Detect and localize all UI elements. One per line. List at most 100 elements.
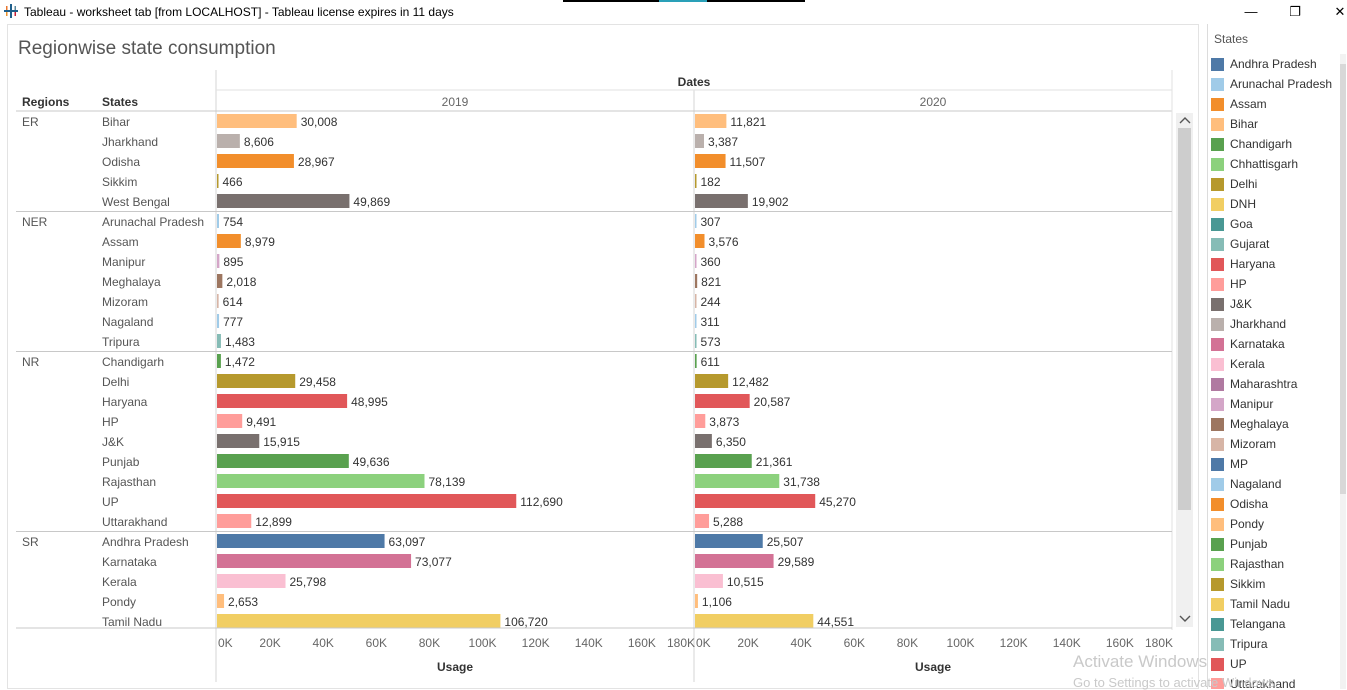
legend-item-j-k[interactable]: J&K: [1211, 296, 1347, 316]
bar-punjab-2020[interactable]: [695, 454, 752, 468]
bar-nagaland-2019[interactable]: [217, 314, 220, 328]
legend-item-assam[interactable]: Assam: [1211, 96, 1347, 116]
bar-bihar-2020[interactable]: [695, 114, 727, 128]
bar-tamil-nadu-2019[interactable]: [217, 614, 501, 628]
bar-assam-2019[interactable]: [217, 234, 241, 248]
bar-karnataka-2019[interactable]: [217, 554, 412, 568]
bar-haryana-2019[interactable]: [217, 394, 348, 408]
bar-tamil-nadu-2020[interactable]: [695, 614, 814, 628]
bar-tripura-2020[interactable]: [695, 334, 697, 348]
bar-andhra-pradesh-2020[interactable]: [695, 534, 763, 548]
bar-sikkim-2019[interactable]: [217, 174, 219, 188]
legend-swatch: [1211, 258, 1224, 271]
bar-manipur-2020[interactable]: [695, 254, 697, 268]
data-label-haryana-2019: 48,995: [351, 395, 388, 409]
legend-item-telangana[interactable]: Telangana: [1211, 616, 1347, 636]
bar-chandigarh-2020[interactable]: [695, 354, 697, 368]
bar-j-k-2020[interactable]: [695, 434, 712, 448]
bar-up-2019[interactable]: [217, 494, 517, 508]
legend-scrollbar[interactable]: [1338, 54, 1347, 689]
x-tick-2020-80k: 80K: [897, 636, 918, 650]
scroll-up-arrow-icon[interactable]: [1179, 117, 1191, 124]
bar-assam-2020[interactable]: [695, 234, 705, 248]
legend-item-jharkhand[interactable]: Jharkhand: [1211, 316, 1347, 336]
bar-jharkhand-2020[interactable]: [695, 134, 704, 148]
legend-item-bihar[interactable]: Bihar: [1211, 116, 1347, 136]
legend-item-mizoram[interactable]: Mizoram: [1211, 436, 1347, 456]
bar-andhra-pradesh-2019[interactable]: [217, 534, 385, 548]
bar-j-k-2019[interactable]: [217, 434, 260, 448]
bar-uttarakhand-2019[interactable]: [217, 514, 252, 528]
bar-kerala-2019[interactable]: [217, 574, 286, 588]
legend-item-chandigarh[interactable]: Chandigarh: [1211, 136, 1347, 156]
legend-item-andhra-pradesh[interactable]: Andhra Pradesh: [1211, 56, 1347, 76]
bar-tripura-2019[interactable]: [217, 334, 221, 348]
bar-mizoram-2020[interactable]: [695, 294, 697, 308]
data-label-odisha-2019: 28,967: [298, 155, 335, 169]
bar-hp-2020[interactable]: [695, 414, 706, 428]
bar-mizoram-2019[interactable]: [217, 294, 219, 308]
legend-item-chhattisgarh[interactable]: Chhattisgarh: [1211, 156, 1347, 176]
scrollbar-thumb[interactable]: [1178, 128, 1191, 510]
bar-delhi-2019[interactable]: [217, 374, 296, 388]
bar-west-bengal-2019[interactable]: [217, 194, 350, 208]
bar-west-bengal-2020[interactable]: [695, 194, 748, 208]
legend-item-uttarakhand[interactable]: Uttarakhand: [1211, 676, 1347, 689]
legend-label: Kerala: [1230, 357, 1265, 371]
legend-item-tamil-nadu[interactable]: Tamil Nadu: [1211, 596, 1347, 616]
bar-meghalaya-2019[interactable]: [217, 274, 223, 288]
legend-item-mp[interactable]: MP: [1211, 456, 1347, 476]
legend-item-kerala[interactable]: Kerala: [1211, 356, 1347, 376]
bar-punjab-2019[interactable]: [217, 454, 349, 468]
x-tick-2020-20k: 20K: [737, 636, 758, 650]
restore-button[interactable]: ❐: [1289, 4, 1301, 19]
legend-item-gujarat[interactable]: Gujarat: [1211, 236, 1347, 256]
bar-rajasthan-2019[interactable]: [217, 474, 425, 488]
legend-item-nagaland[interactable]: Nagaland: [1211, 476, 1347, 496]
bar-karnataka-2020[interactable]: [695, 554, 774, 568]
bar-hp-2019[interactable]: [217, 414, 243, 428]
bar-bihar-2019[interactable]: [217, 114, 297, 128]
legend-item-maharashtra[interactable]: Maharashtra: [1211, 376, 1347, 396]
bar-manipur-2019[interactable]: [217, 254, 220, 268]
legend-item-meghalaya[interactable]: Meghalaya: [1211, 416, 1347, 436]
legend-swatch: [1211, 438, 1224, 451]
legend-item-up[interactable]: UP: [1211, 656, 1347, 676]
legend-item-goa[interactable]: Goa: [1211, 216, 1347, 236]
legend-item-manipur[interactable]: Manipur: [1211, 396, 1347, 416]
bar-nagaland-2020[interactable]: [695, 314, 697, 328]
legend-item-dnh[interactable]: DNH: [1211, 196, 1347, 216]
bar-rajasthan-2020[interactable]: [695, 474, 780, 488]
bar-pondy-2020[interactable]: [695, 594, 698, 608]
legend-item-hp[interactable]: HP: [1211, 276, 1347, 296]
bar-up-2020[interactable]: [695, 494, 816, 508]
legend-item-tripura[interactable]: Tripura: [1211, 636, 1347, 656]
legend-item-pondy[interactable]: Pondy: [1211, 516, 1347, 536]
legend-item-karnataka[interactable]: Karnataka: [1211, 336, 1347, 356]
legend-item-haryana[interactable]: Haryana: [1211, 256, 1347, 276]
legend-item-delhi[interactable]: Delhi: [1211, 176, 1347, 196]
bar-delhi-2020[interactable]: [695, 374, 729, 388]
bar-haryana-2020[interactable]: [695, 394, 750, 408]
close-button[interactable]: ✕: [1334, 4, 1346, 19]
minimize-button[interactable]: —: [1244, 4, 1258, 19]
bar-chandigarh-2019[interactable]: [217, 354, 221, 368]
bar-jharkhand-2019[interactable]: [217, 134, 240, 148]
bar-sikkim-2020[interactable]: [695, 174, 697, 188]
scroll-down-arrow-icon[interactable]: [1179, 615, 1191, 622]
bar-arunachal-pradesh-2019[interactable]: [217, 214, 220, 228]
legend-item-punjab[interactable]: Punjab: [1211, 536, 1347, 556]
vertical-scrollbar[interactable]: [1176, 113, 1193, 627]
bar-meghalaya-2020[interactable]: [695, 274, 698, 288]
legend-item-odisha[interactable]: Odisha: [1211, 496, 1347, 516]
legend-label: Pondy: [1230, 517, 1265, 531]
bar-uttarakhand-2020[interactable]: [695, 514, 710, 528]
bar-odisha-2019[interactable]: [217, 154, 294, 168]
legend-item-sikkim[interactable]: Sikkim: [1211, 576, 1347, 596]
bar-pondy-2019[interactable]: [217, 594, 225, 608]
legend-item-arunachal-pradesh[interactable]: Arunachal Pradesh: [1211, 76, 1347, 96]
legend-item-rajasthan[interactable]: Rajasthan: [1211, 556, 1347, 576]
bar-arunachal-pradesh-2020[interactable]: [695, 214, 697, 228]
bar-odisha-2020[interactable]: [695, 154, 726, 168]
bar-kerala-2020[interactable]: [695, 574, 723, 588]
